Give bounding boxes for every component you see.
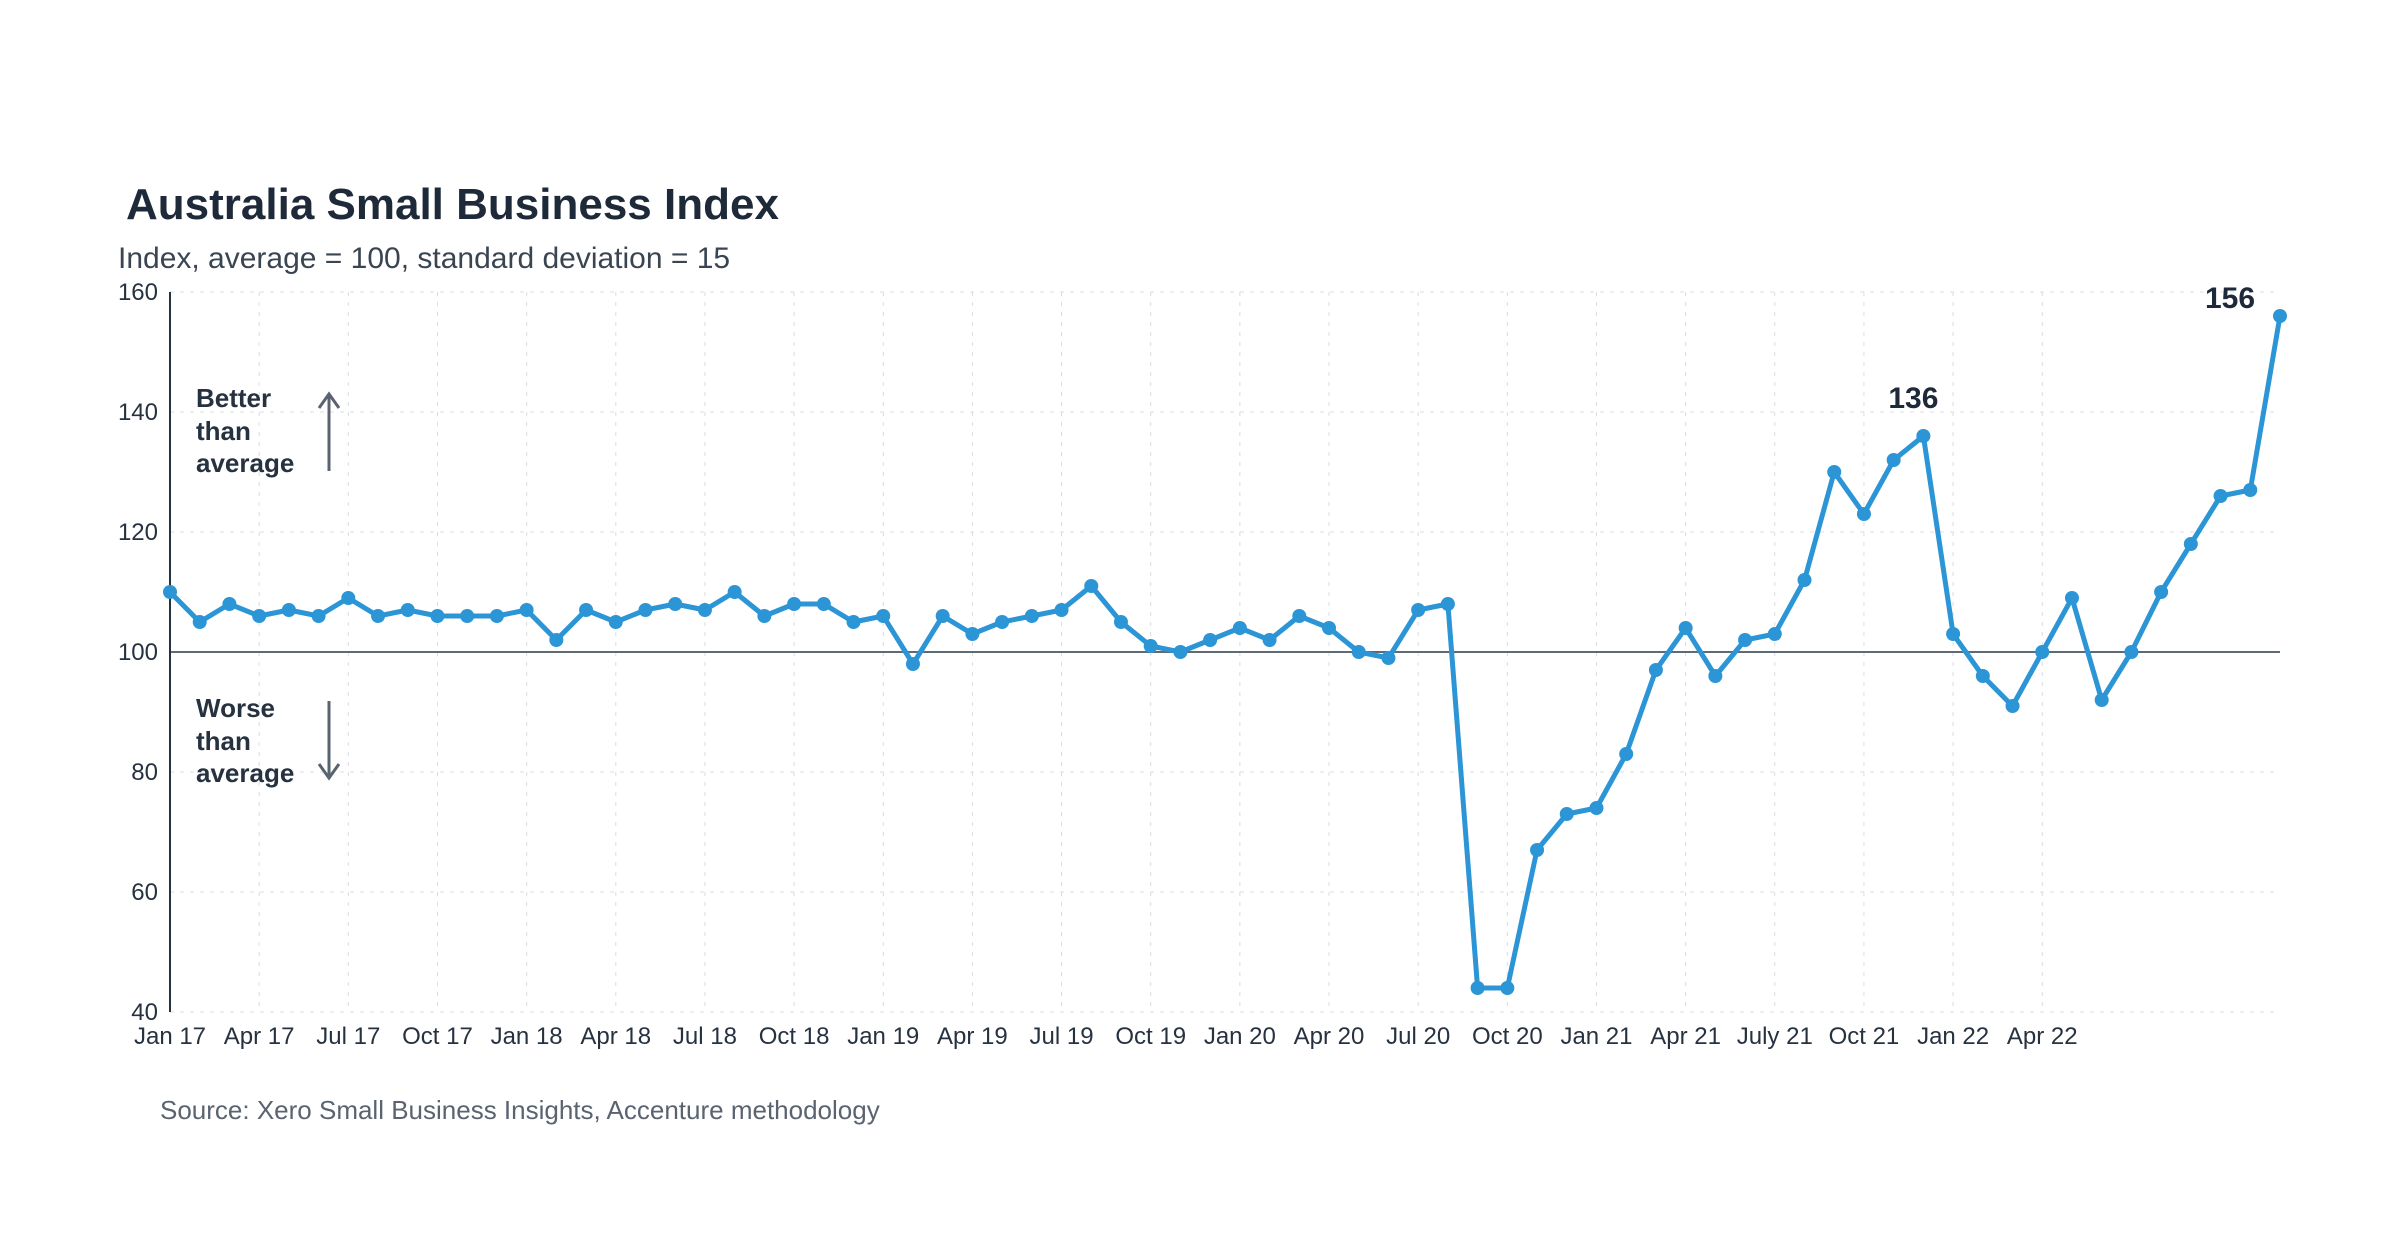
svg-text:Apr 17: Apr 17 bbox=[224, 1023, 295, 1050]
svg-text:Jul 17: Jul 17 bbox=[316, 1023, 380, 1050]
chart-title: Australia Small Business Index bbox=[126, 180, 2300, 230]
chart-source: Source: Xero Small Business Insights, Ac… bbox=[160, 1095, 2300, 1126]
chart-subtitle: Index, average = 100, standard deviation… bbox=[118, 242, 2300, 276]
svg-text:Jan 21: Jan 21 bbox=[1560, 1023, 1632, 1050]
svg-text:Apr 18: Apr 18 bbox=[580, 1023, 651, 1050]
svg-text:Jan 22: Jan 22 bbox=[1917, 1023, 1989, 1050]
svg-text:Oct 19: Oct 19 bbox=[1115, 1023, 1186, 1050]
annotation-worse: Worse than average bbox=[196, 692, 344, 790]
arrow-down-icon bbox=[314, 696, 344, 786]
svg-text:120: 120 bbox=[118, 519, 158, 546]
svg-text:Oct 20: Oct 20 bbox=[1472, 1023, 1543, 1050]
annotation-better: Better than average bbox=[196, 382, 344, 480]
svg-text:Jan 20: Jan 20 bbox=[1204, 1023, 1276, 1050]
svg-text:Oct 21: Oct 21 bbox=[1829, 1023, 1900, 1050]
annotation-better-text: Better than average bbox=[196, 382, 294, 480]
callout-label: 156 bbox=[2205, 282, 2255, 315]
callout-label: 136 bbox=[1888, 382, 1938, 415]
svg-text:Oct 18: Oct 18 bbox=[759, 1023, 830, 1050]
svg-text:Jul 19: Jul 19 bbox=[1030, 1023, 1094, 1050]
svg-text:100: 100 bbox=[118, 639, 158, 666]
chart-container: Australia Small Business Index Index, av… bbox=[100, 180, 2300, 1126]
arrow-up-icon bbox=[314, 386, 344, 476]
annotation-worse-text: Worse than average bbox=[196, 692, 294, 790]
svg-text:Jan 17: Jan 17 bbox=[134, 1023, 206, 1050]
svg-text:Apr 22: Apr 22 bbox=[2007, 1023, 2078, 1050]
svg-text:80: 80 bbox=[131, 759, 158, 786]
svg-text:Apr 21: Apr 21 bbox=[1650, 1023, 1721, 1050]
chart-plot: 40 60 80 100 120 140 160 Jan 17 Apr 17 Jul 17 Oct … bbox=[100, 282, 2300, 1077]
svg-text:Oct 17: Oct 17 bbox=[402, 1023, 473, 1050]
svg-text:140: 140 bbox=[118, 399, 158, 426]
svg-text:160: 160 bbox=[118, 282, 158, 306]
svg-text:Jul 20: Jul 20 bbox=[1386, 1023, 1450, 1050]
svg-text:Jul 18: Jul 18 bbox=[673, 1023, 737, 1050]
line-chart-svg: 40 60 80 100 120 140 160 Jan 17 Apr 17 Jul 17 Oct … bbox=[100, 282, 2300, 1072]
svg-text:40: 40 bbox=[131, 999, 158, 1026]
svg-text:July 21: July 21 bbox=[1737, 1023, 1813, 1050]
svg-text:Apr 19: Apr 19 bbox=[937, 1023, 1008, 1050]
svg-text:Jan 18: Jan 18 bbox=[491, 1023, 563, 1050]
svg-text:60: 60 bbox=[131, 879, 158, 906]
svg-text:Apr 20: Apr 20 bbox=[1294, 1023, 1365, 1050]
svg-text:Jan 19: Jan 19 bbox=[847, 1023, 919, 1050]
